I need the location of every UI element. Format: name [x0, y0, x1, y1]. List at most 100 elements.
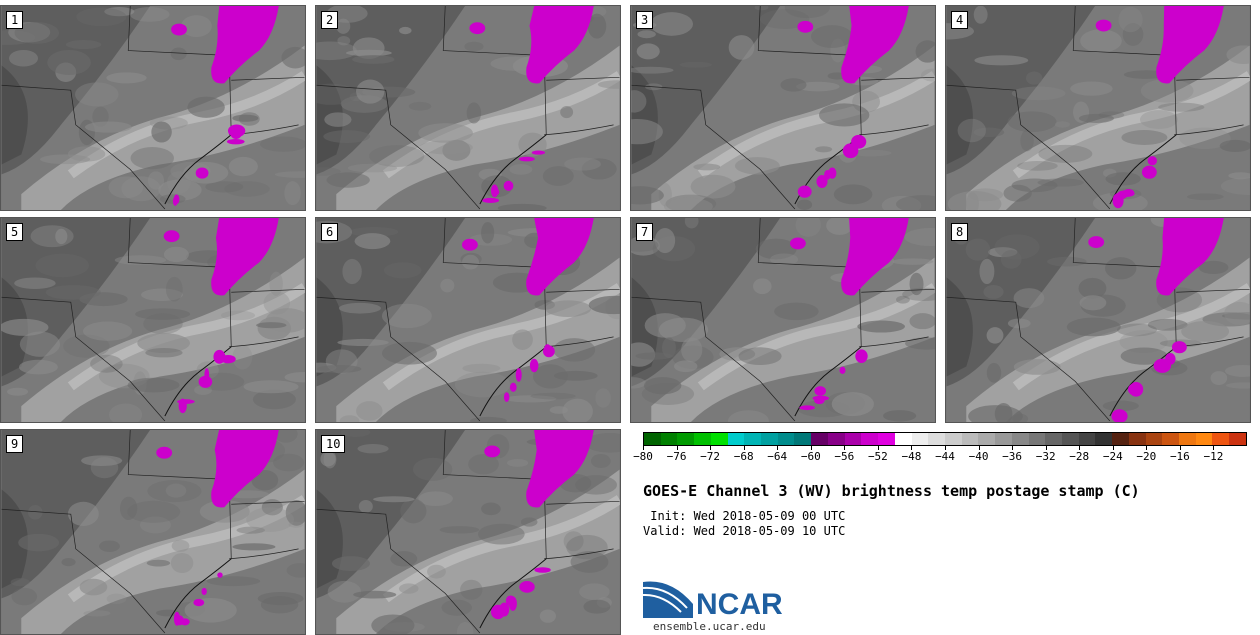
colorbar-tick	[1012, 446, 1014, 450]
postage-stamp-panel: 3	[630, 5, 936, 211]
colorbar-cell	[1112, 433, 1129, 445]
colorbar-tick-label: −36	[1002, 450, 1023, 463]
colorbar-cell	[1128, 433, 1146, 445]
ncar-logo-text: NCAR	[696, 588, 783, 621]
colorbar-cell	[1229, 433, 1246, 445]
colorbar-cell	[1078, 433, 1096, 445]
colorbar-tick-label: −28	[1069, 450, 1090, 463]
wv-map	[946, 6, 1250, 210]
postage-stamp-panel: 1	[0, 5, 306, 211]
colorbar-cell	[911, 433, 929, 445]
wv-map	[1, 6, 305, 210]
postage-stamp-panel: 8	[945, 217, 1251, 423]
colorbar-tick	[1112, 446, 1114, 450]
colorbar-tick-label: −48	[901, 450, 922, 463]
colorbar-tick-label: −64	[767, 450, 788, 463]
panel-label: 10	[321, 435, 346, 453]
colorbar-tick-label: −52	[867, 450, 888, 463]
wv-map	[631, 6, 935, 210]
colorbar-tick-label: −76	[666, 450, 687, 463]
colorbar-cell	[1028, 433, 1046, 445]
colorbar-cell	[861, 433, 879, 445]
colorbar-cell	[710, 433, 728, 445]
colorbar-tick	[1079, 446, 1081, 450]
colorbar-cell	[1011, 433, 1029, 445]
postage-stamp-panel: 6	[315, 217, 621, 423]
colorbar-tick	[1045, 446, 1047, 450]
colorbar	[643, 432, 1247, 446]
colorbar-tick	[877, 446, 879, 450]
panel-label: 2	[321, 11, 339, 29]
colorbar-tick	[978, 446, 980, 450]
colorbar-cell	[1095, 433, 1113, 445]
colorbar-tick-label: −40	[968, 450, 989, 463]
wv-map	[946, 218, 1250, 422]
colorbar-cell	[1162, 433, 1179, 445]
colorbar-tick	[710, 446, 712, 450]
postage-stamp-panel: 2	[315, 5, 621, 211]
wv-map	[631, 218, 935, 422]
init-time: Init: Wed 2018-05-09 00 UTC	[643, 509, 846, 523]
colorbar-cell	[811, 433, 828, 445]
colorbar-cell	[1212, 433, 1230, 445]
colorbar-tick-label: −32	[1035, 450, 1056, 463]
colorbar-tick-label: −56	[834, 450, 855, 463]
colorbar-cell	[794, 433, 812, 445]
colorbar-cell	[694, 433, 711, 445]
colorbar-tick-label: −68	[733, 450, 754, 463]
colorbar-tick-label: −60	[800, 450, 821, 463]
colorbar-cell	[777, 433, 795, 445]
colorbar-cell	[844, 433, 862, 445]
colorbar-cell	[744, 433, 762, 445]
colorbar-tick	[676, 446, 678, 450]
colorbar-cell	[961, 433, 979, 445]
colorbar-tick	[1179, 446, 1181, 450]
postage-stamp-panel: 4	[945, 5, 1251, 211]
postage-stamp-panel: 7	[630, 217, 936, 423]
postage-stamp-panel: 5	[0, 217, 306, 423]
wv-map	[316, 6, 620, 210]
colorbar-cell	[1061, 433, 1079, 445]
panel-label: 9	[6, 435, 24, 453]
logo-url: ensemble.ucar.edu	[653, 620, 766, 633]
colorbar-tick-label: −16	[1169, 450, 1190, 463]
colorbar-cell	[644, 433, 661, 445]
colorbar-cell	[677, 433, 695, 445]
colorbar-tick	[743, 446, 745, 450]
colorbar-tick-label: −24	[1102, 450, 1123, 463]
colorbar-tick-label: −44	[935, 450, 955, 463]
colorbar-cell	[878, 433, 895, 445]
colorbar-tick	[643, 446, 644, 450]
colorbar-cell	[978, 433, 996, 445]
colorbar-cell	[944, 433, 962, 445]
colorbar-cell	[1145, 433, 1163, 445]
colorbar-cell	[928, 433, 945, 445]
panel-label: 4	[951, 11, 969, 29]
figure-title: GOES-E Channel 3 (WV) brightness temp po…	[643, 482, 1140, 500]
colorbar-cell	[1195, 433, 1213, 445]
colorbar-tick	[911, 446, 913, 450]
colorbar-tick-label: −12	[1203, 450, 1224, 463]
panel-label: 7	[636, 223, 654, 241]
wv-map	[316, 218, 620, 422]
colorbar-cell	[995, 433, 1012, 445]
postage-stamp-panel: 10	[315, 429, 621, 635]
colorbar-cell	[894, 433, 912, 445]
panel-label: 3	[636, 11, 654, 29]
wv-map	[316, 430, 620, 634]
panel-label: 8	[951, 223, 969, 241]
colorbar-tick	[945, 446, 946, 450]
panel-label: 6	[321, 223, 339, 241]
colorbar-tick-label: −20	[1136, 450, 1157, 463]
colorbar-cell	[660, 433, 678, 445]
colorbar-tick	[844, 446, 846, 450]
postage-stamp-panel: 9	[0, 429, 306, 635]
colorbar-cell	[827, 433, 845, 445]
colorbar-tick	[777, 446, 779, 450]
colorbar-cell	[1179, 433, 1196, 445]
panel-label: 1	[6, 11, 24, 29]
colorbar-tick-label: −72	[700, 450, 721, 463]
colorbar-tick	[1213, 446, 1215, 450]
colorbar-cell	[727, 433, 745, 445]
colorbar-tick	[1146, 446, 1148, 450]
